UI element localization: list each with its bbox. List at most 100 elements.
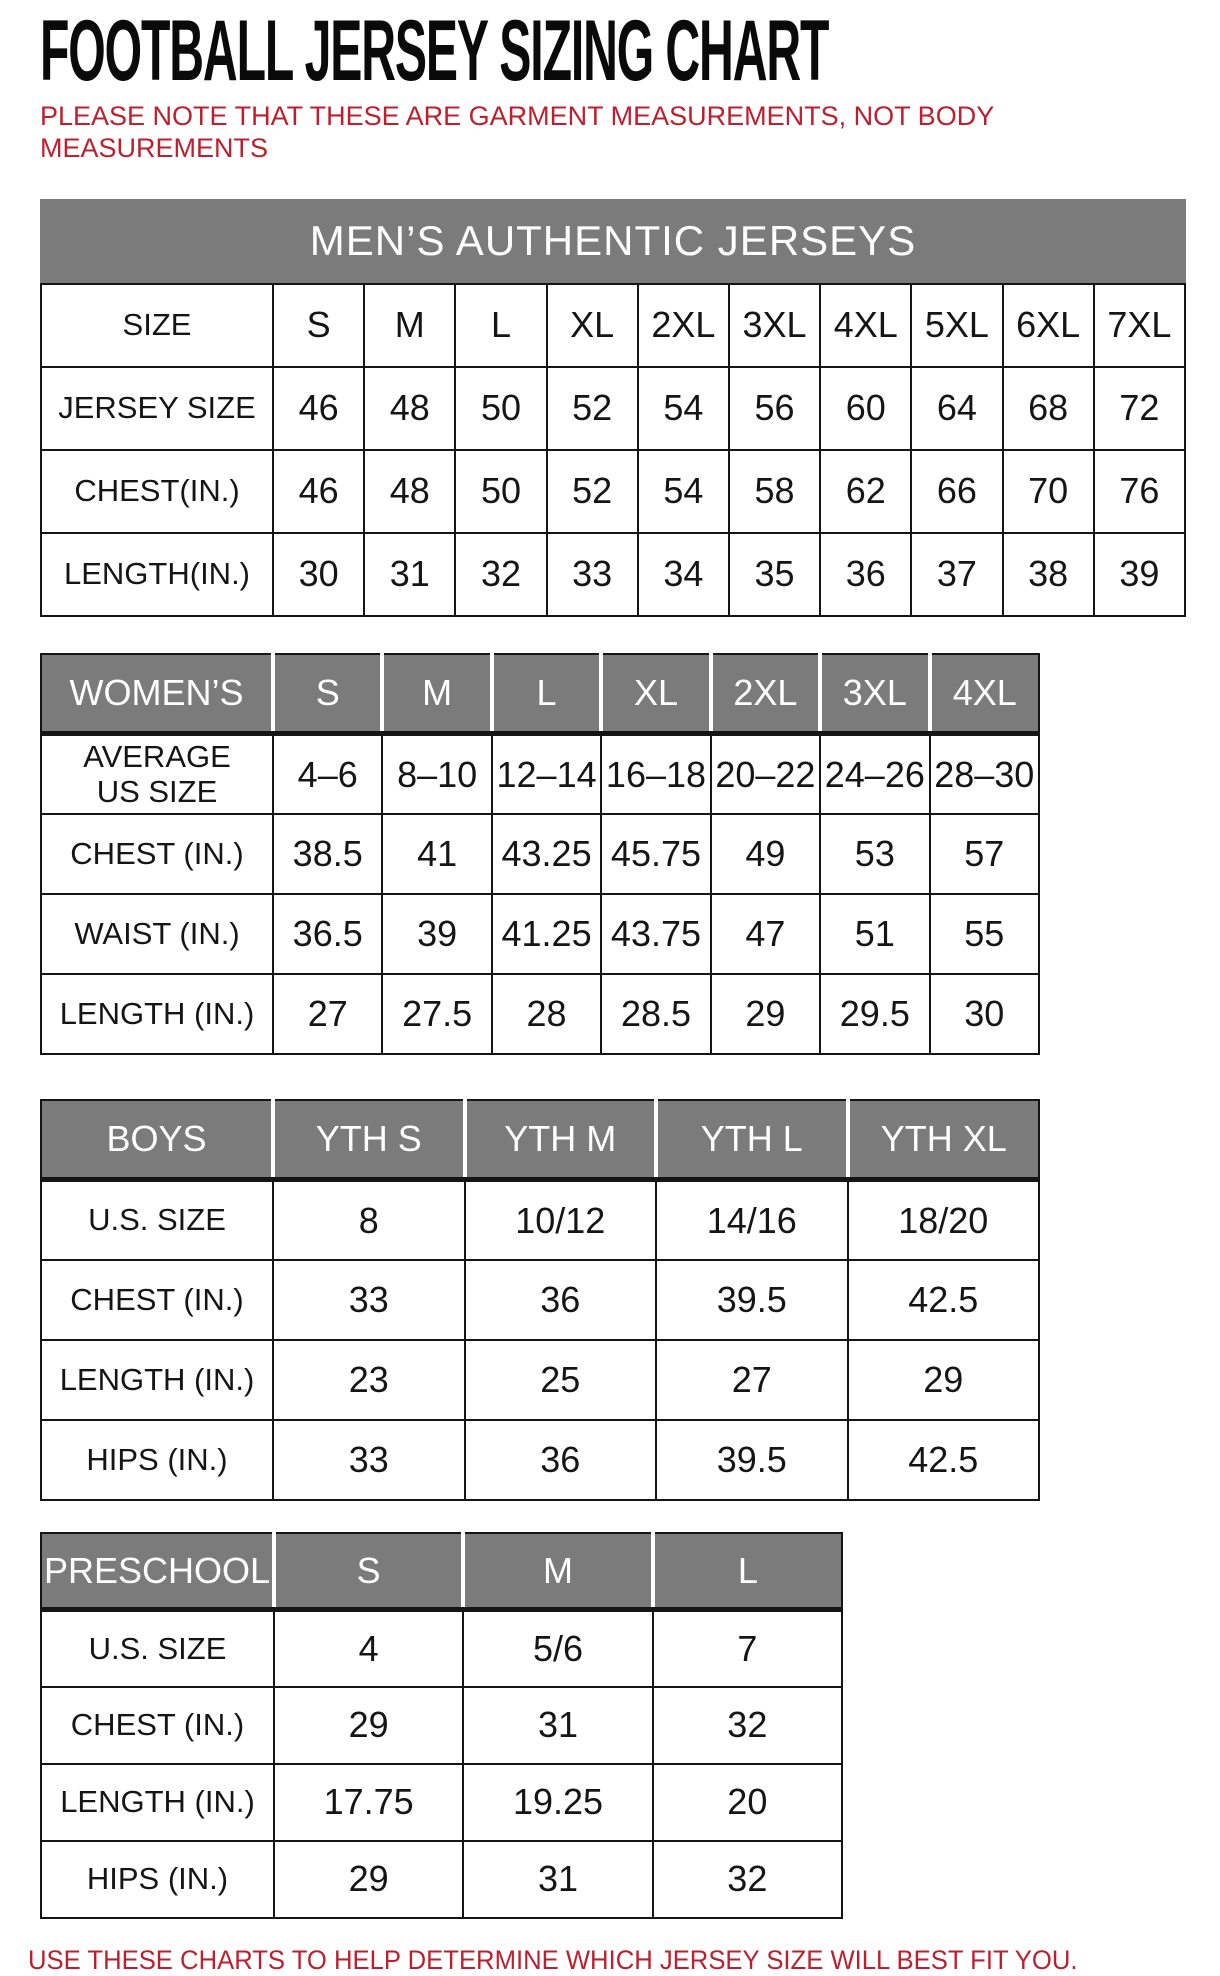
table-cell: 66 xyxy=(910,448,1004,534)
column-header: S xyxy=(271,1531,466,1613)
table-cell: 50 xyxy=(454,448,548,534)
table-cell: 30 xyxy=(271,531,366,617)
table-cell: 39.5 xyxy=(655,1258,849,1341)
table-cell: 51 xyxy=(819,892,931,975)
header-row: WOMEN’S S M L XL 2XL 3XL 4XL xyxy=(40,652,1041,737)
table-cell: 35 xyxy=(727,531,822,617)
table-cell: 31 xyxy=(363,531,457,617)
column-header: 3XL xyxy=(818,652,932,737)
table-cell: 37 xyxy=(910,531,1004,617)
row-label: JERSEY SIZE xyxy=(40,365,274,451)
row-label: WAIST (IN.) xyxy=(40,892,274,975)
table-row: HIPS (IN.) 33 36 39.5 42.5 xyxy=(40,1418,1040,1501)
table-cell: 29 xyxy=(272,1839,465,1919)
table-cell: 45.75 xyxy=(600,812,712,895)
table-cell: 54 xyxy=(636,365,730,451)
column-header: XL xyxy=(599,652,713,737)
table-cell: 10/12 xyxy=(463,1178,657,1261)
header-row: PRESCHOOL S M L xyxy=(40,1531,844,1613)
column-header: YTH XL xyxy=(845,1098,1040,1183)
table-cell: 58 xyxy=(727,448,822,534)
table-row: LENGTH (IN.) 27 27.5 28 28.5 29 29.5 30 xyxy=(40,972,1041,1055)
table-row: WAIST (IN.) 36.5 39 41.25 43.75 47 51 55 xyxy=(40,892,1041,975)
table-cell: 42.5 xyxy=(846,1418,1040,1501)
column-header: M xyxy=(380,652,494,737)
table-cell: 25 xyxy=(463,1338,657,1421)
row-label: HIPS (IN.) xyxy=(40,1418,274,1501)
column-header: WOMEN’S xyxy=(40,652,275,737)
row-label: LENGTH (IN.) xyxy=(40,972,274,1055)
table-cell: 46 xyxy=(271,448,366,534)
womens-sizing-table: WOMEN’S S M L XL 2XL 3XL 4XL AVERAGE US SIZE 4–6 8… xyxy=(40,652,1041,1055)
table-cell: 4XL xyxy=(819,282,913,368)
table-cell: 34 xyxy=(636,531,730,617)
row-label: U.S. SIZE xyxy=(40,1178,274,1261)
table-cell: 36.5 xyxy=(271,892,384,975)
table-cell: 72 xyxy=(1092,365,1187,451)
table-cell: 36 xyxy=(819,531,913,617)
table-cell: L xyxy=(454,282,548,368)
row-label: SIZE xyxy=(40,282,274,368)
header-row: BOYS YTH S YTH M YTH L YTH XL xyxy=(40,1098,1040,1183)
table-cell: 49 xyxy=(709,812,822,895)
table-cell: XL xyxy=(545,282,639,368)
table-cell: 52 xyxy=(545,448,639,534)
table-row: U.S. SIZE 4 5/6 7 xyxy=(40,1608,844,1688)
column-header: 4XL xyxy=(927,652,1041,737)
row-label: CHEST (IN.) xyxy=(40,812,274,895)
table-cell: 31 xyxy=(462,1685,654,1765)
column-header: YTH S xyxy=(271,1098,467,1183)
table-cell: 29.5 xyxy=(819,972,931,1055)
table-cell: 54 xyxy=(636,448,730,534)
table-cell: 29 xyxy=(272,1685,465,1765)
table-cell: 27 xyxy=(655,1338,849,1421)
table-cell: 24–26 xyxy=(819,732,931,815)
table-cell: 8 xyxy=(272,1178,466,1261)
column-header: L xyxy=(489,652,604,737)
table-cell: 5XL xyxy=(910,282,1004,368)
table-cell: 14/16 xyxy=(655,1178,849,1261)
column-header: L xyxy=(650,1531,844,1613)
column-header: YTH L xyxy=(654,1098,850,1183)
table-cell: 18/20 xyxy=(846,1178,1040,1261)
table-cell: 16–18 xyxy=(600,732,712,815)
table-cell: M xyxy=(363,282,457,368)
table-row: JERSEY SIZE 46 48 50 52 54 56 60 64 68 72 xyxy=(40,365,1187,451)
table-cell: 43.25 xyxy=(490,812,603,895)
table-cell: 28–30 xyxy=(928,732,1041,815)
boys-sizing-table: BOYS YTH S YTH M YTH L YTH XL U.S. SIZE 8 10/12… xyxy=(40,1098,1040,1501)
table-cell: 47 xyxy=(709,892,822,975)
table-cell: 41.25 xyxy=(490,892,603,975)
table-cell: 29 xyxy=(846,1338,1040,1421)
table-cell: 7 xyxy=(651,1608,844,1688)
table-cell: 76 xyxy=(1092,448,1187,534)
table-cell: 41 xyxy=(381,812,493,895)
table-cell: 8–10 xyxy=(381,732,493,815)
row-label: LENGTH (IN.) xyxy=(40,1762,275,1842)
table-cell: 36 xyxy=(463,1258,657,1341)
table-cell: 56 xyxy=(727,365,822,451)
table-cell: 43.75 xyxy=(600,892,712,975)
table-cell: 20 xyxy=(651,1762,844,1842)
fit-advice-footer: USE THESE CHARTS TO HELP DETERMINE WHICH… xyxy=(28,1944,1078,1975)
row-label: CHEST (IN.) xyxy=(40,1685,275,1765)
row-label: CHEST (IN.) xyxy=(40,1258,274,1341)
table-cell: 31 xyxy=(462,1839,654,1919)
table-cell: 4–6 xyxy=(271,732,384,815)
column-header: YTH M xyxy=(462,1098,658,1183)
row-label: AVERAGE US SIZE xyxy=(40,732,274,815)
row-label: LENGTH(IN.) xyxy=(40,531,274,617)
table-cell: 62 xyxy=(819,448,913,534)
mens-sizing-table: SIZE S M L XL 2XL 3XL 4XL 5XL 6XL 7XL JERSEY SIZE 46… xyxy=(40,282,1187,617)
table-cell: 33 xyxy=(545,531,639,617)
page-title: FOOTBALL JERSEY SIZING CHART xyxy=(40,3,829,99)
table-row: SIZE S M L XL 2XL 3XL 4XL 5XL 6XL 7XL xyxy=(40,282,1187,368)
table-cell: 68 xyxy=(1001,365,1095,451)
column-header: 2XL xyxy=(708,652,823,737)
table-cell: 7XL xyxy=(1092,282,1187,368)
column-header: S xyxy=(270,652,385,737)
table-row: U.S. SIZE 8 10/12 14/16 18/20 xyxy=(40,1178,1040,1261)
table-row: AVERAGE US SIZE 4–6 8–10 12–14 16–18 20–22 24–… xyxy=(40,732,1041,815)
table-cell: 39 xyxy=(381,892,493,975)
